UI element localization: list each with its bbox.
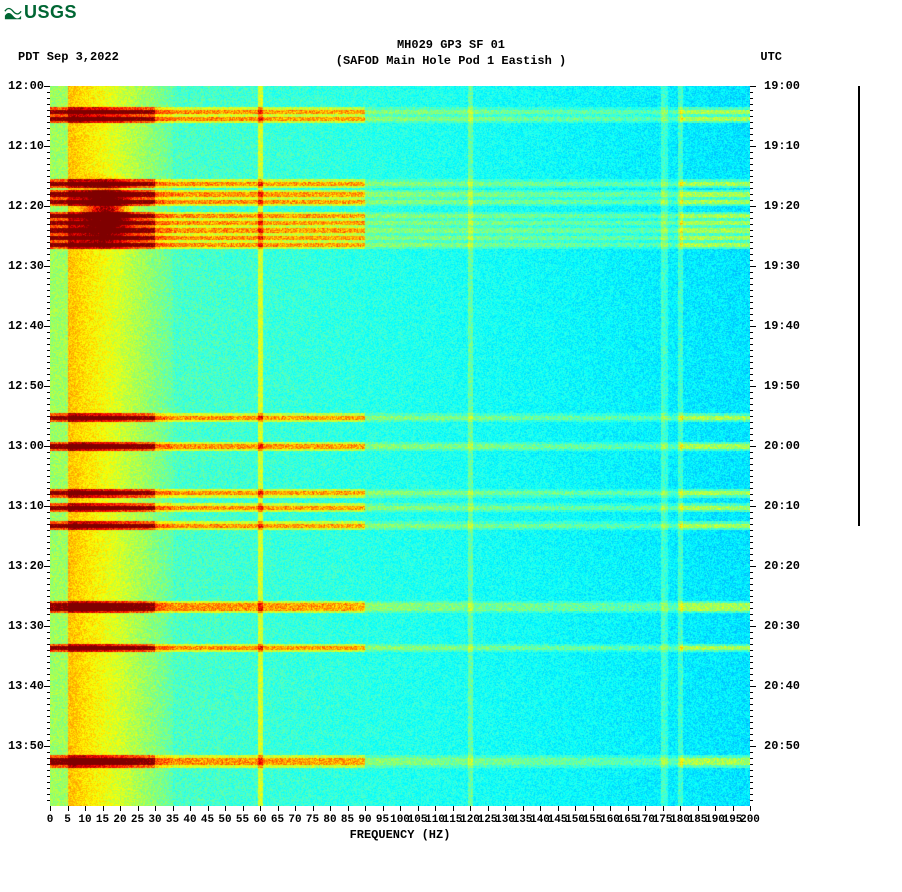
xtick: 10 [78,814,91,826]
xtick: 5 [64,814,71,826]
ytick-left: 13:10 [8,499,44,513]
ytick-right: 19:30 [764,259,800,273]
ytick-left: 13:00 [8,439,44,453]
xtick: 65 [271,814,284,826]
xtick: 95 [376,814,389,826]
ytick-left: 12:30 [8,259,44,273]
xtick: 90 [358,814,371,826]
chart-header: PDT Sep 3,2022 MH029 GP3 SF 01 (SAFOD Ma… [0,38,902,69]
ytick-right: 19:00 [764,79,800,93]
xtick: 40 [183,814,196,826]
xtick: 55 [236,814,249,826]
ytick-left: 12:10 [8,139,44,153]
xtick: 85 [341,814,354,826]
ytick-left: 13:20 [8,559,44,573]
xtick: 30 [148,814,161,826]
y-axis-left: 12:0012:1012:2012:3012:4012:5013:0013:10… [0,86,50,806]
colorbar [858,86,868,806]
ytick-right: 19:50 [764,379,800,393]
ytick-left: 12:20 [8,199,44,213]
ytick-right: 20:10 [764,499,800,513]
xtick: 0 [47,814,54,826]
utc-label: UTC [760,50,782,66]
ytick-right: 20:20 [764,559,800,573]
xtick: 50 [218,814,231,826]
spectrogram-plot [50,86,750,806]
xtick: 80 [323,814,336,826]
xtick: 70 [288,814,301,826]
xtick: 60 [253,814,266,826]
ytick-left: 13:30 [8,619,44,633]
ytick-right: 20:40 [764,679,800,693]
date-label: PDT Sep 3,2022 [18,50,119,66]
x-axis-label: FREQUENCY (HZ) [50,828,750,842]
ytick-right: 20:30 [764,619,800,633]
ytick-right: 19:10 [764,139,800,153]
xtick: 35 [166,814,179,826]
colorbar-canvas [858,86,860,526]
usgs-logo: USGS [4,2,77,23]
xtick: 200 [740,814,760,826]
ytick-right: 19:40 [764,319,800,333]
ytick-left: 13:50 [8,739,44,753]
logo-text: USGS [24,2,77,23]
xtick: 45 [201,814,214,826]
xtick: 75 [306,814,319,826]
ytick-left: 12:50 [8,379,44,393]
ytick-left: 12:00 [8,79,44,93]
ytick-right: 20:50 [764,739,800,753]
ytick-left: 13:40 [8,679,44,693]
y-axis-right: 19:0019:1019:2019:3019:4019:5020:0020:10… [750,86,810,806]
spectrogram-canvas [50,86,750,806]
ytick-right: 19:20 [764,199,800,213]
ytick-right: 20:00 [764,439,800,453]
xtick: 25 [131,814,144,826]
ytick-left: 12:40 [8,319,44,333]
xtick: 15 [96,814,109,826]
wave-icon [4,4,22,22]
xtick: 20 [113,814,126,826]
